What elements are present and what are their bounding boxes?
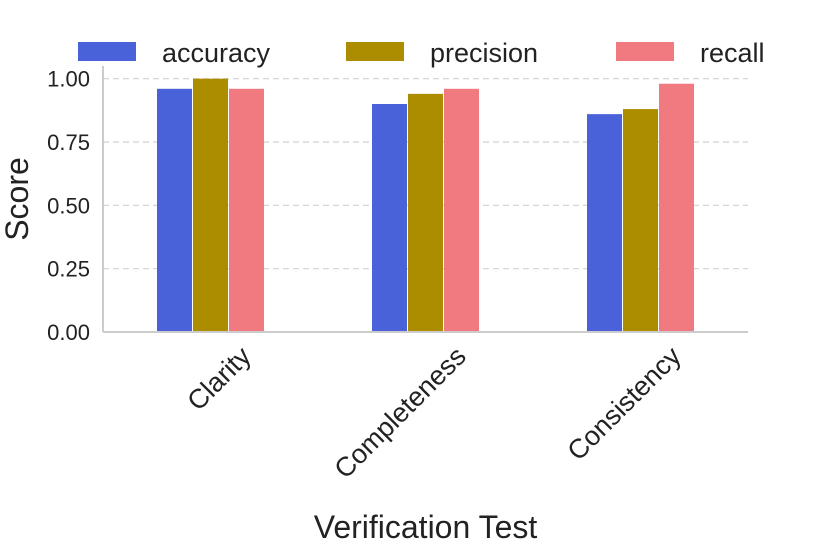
- x-tick-label: Consistency: [562, 341, 688, 467]
- x-tick-label: Completeness: [328, 341, 471, 484]
- legend-label-accuracy: accuracy: [162, 38, 271, 68]
- bar-recall-consistency: [659, 83, 694, 332]
- bar-precision-clarity: [193, 78, 228, 333]
- legend: accuracy precision recall: [78, 38, 765, 68]
- bar-precision-completeness: [408, 93, 443, 332]
- x-tick-label: Clarity: [181, 341, 257, 417]
- axes: [102, 66, 748, 333]
- bars: [157, 78, 694, 333]
- bar-accuracy-consistency: [587, 114, 622, 332]
- legend-label-recall: recall: [700, 38, 765, 68]
- bar-accuracy-clarity: [157, 88, 192, 332]
- legend-swatch-accuracy: [78, 42, 136, 61]
- bar-precision-consistency: [623, 109, 658, 332]
- legend-swatch-precision: [346, 42, 404, 61]
- bar-accuracy-completeness: [372, 104, 407, 332]
- y-tick-label: 0.75: [47, 130, 90, 155]
- legend-swatch-recall: [616, 42, 674, 61]
- x-tick-labels: Clarity Completeness Consistency: [181, 341, 687, 485]
- y-tick-label: 0.00: [47, 320, 90, 345]
- y-tick-label: 0.25: [47, 257, 90, 282]
- y-tick-label: 1.00: [47, 67, 90, 92]
- bar-recall-clarity: [229, 88, 264, 332]
- legend-label-precision: precision: [430, 38, 538, 68]
- y-tick-labels: 0.00 0.25 0.50 0.75 1.00: [47, 67, 90, 345]
- y-tick-label: 0.50: [47, 193, 90, 218]
- y-axis-title: Score: [0, 157, 35, 241]
- x-axis-title: Verification Test: [314, 509, 538, 545]
- bar-recall-completeness: [444, 88, 479, 332]
